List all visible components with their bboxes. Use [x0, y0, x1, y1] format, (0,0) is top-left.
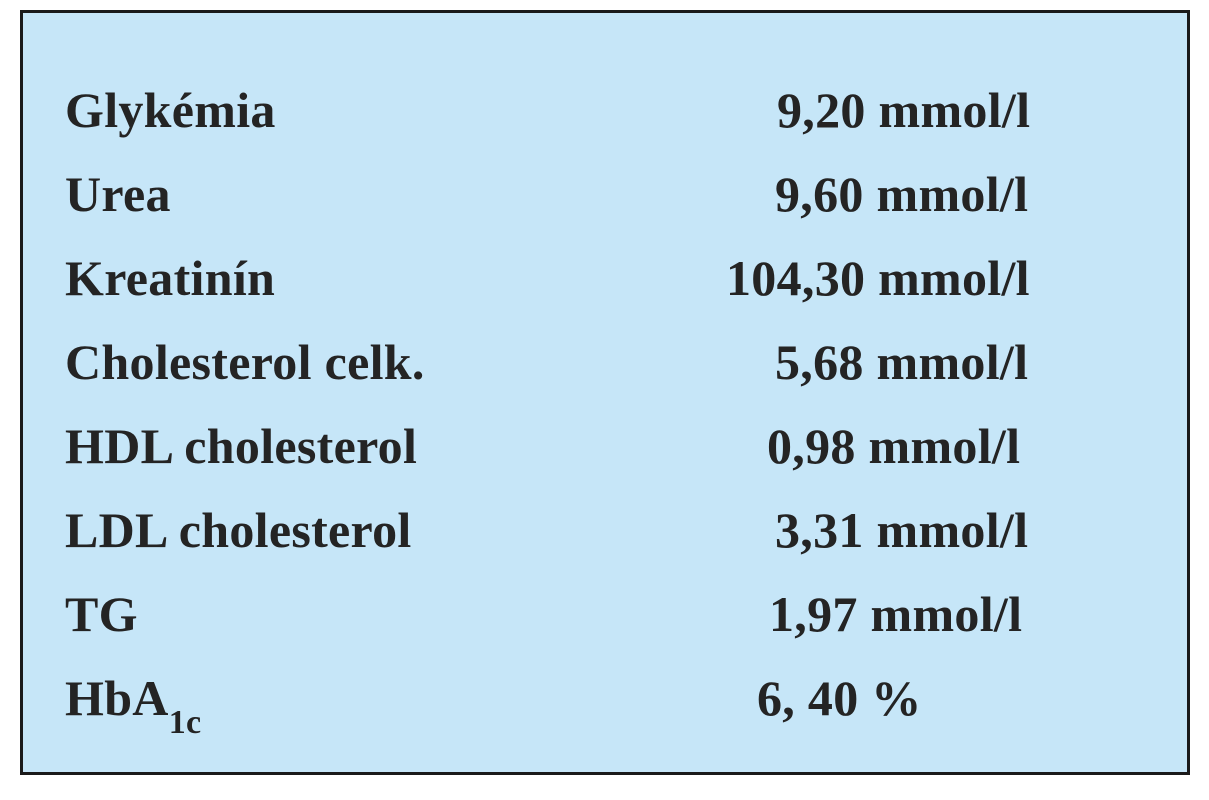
lab-results-panel: Glykémia 9,20 mmol/l Urea 9,60 mmol/l Kr… [20, 10, 1190, 775]
result-label: HbA1c [65, 669, 201, 741]
result-label: HDL cholesterol [65, 418, 418, 474]
result-value: 9,60 mmol/l [775, 166, 1029, 222]
result-label-main: HbA [65, 670, 169, 726]
result-value: 9,20 mmol/l [777, 82, 1031, 138]
result-label: Cholesterol celk. [65, 334, 425, 390]
result-value: 5,68 mmol/l [775, 334, 1029, 390]
result-row-glycemia: Glykémia 9,20 mmol/l [65, 81, 1165, 141]
result-label: Glykémia [65, 82, 276, 138]
result-row-urea: Urea 9,60 mmol/l [65, 165, 1165, 225]
result-label: Kreatinín [65, 250, 276, 306]
result-row-hba1c: HbA1c 6, 40 % [65, 669, 1165, 741]
result-row-total-cholesterol: Cholesterol celk. 5,68 mmol/l [65, 333, 1165, 393]
result-label: Urea [65, 166, 171, 222]
result-value: 6, 40 % [757, 670, 922, 726]
result-value: 1,97 mmol/l [769, 586, 1023, 642]
result-label-subscript: 1c [168, 704, 202, 741]
result-value: 0,98 mmol/l [767, 418, 1021, 474]
result-row-creatinine: Kreatinín 104,30 mmol/l [65, 249, 1165, 309]
result-label: TG [65, 586, 138, 642]
result-row-hdl-cholesterol: HDL cholesterol 0,98 mmol/l [65, 417, 1165, 477]
result-value: 104,30 mmol/l [726, 250, 1030, 306]
result-label: LDL cholesterol [65, 502, 412, 558]
result-value: 3,31 mmol/l [775, 502, 1029, 558]
result-row-triglycerides: TG 1,97 mmol/l [65, 585, 1165, 645]
result-row-ldl-cholesterol: LDL cholesterol 3,31 mmol/l [65, 501, 1165, 561]
